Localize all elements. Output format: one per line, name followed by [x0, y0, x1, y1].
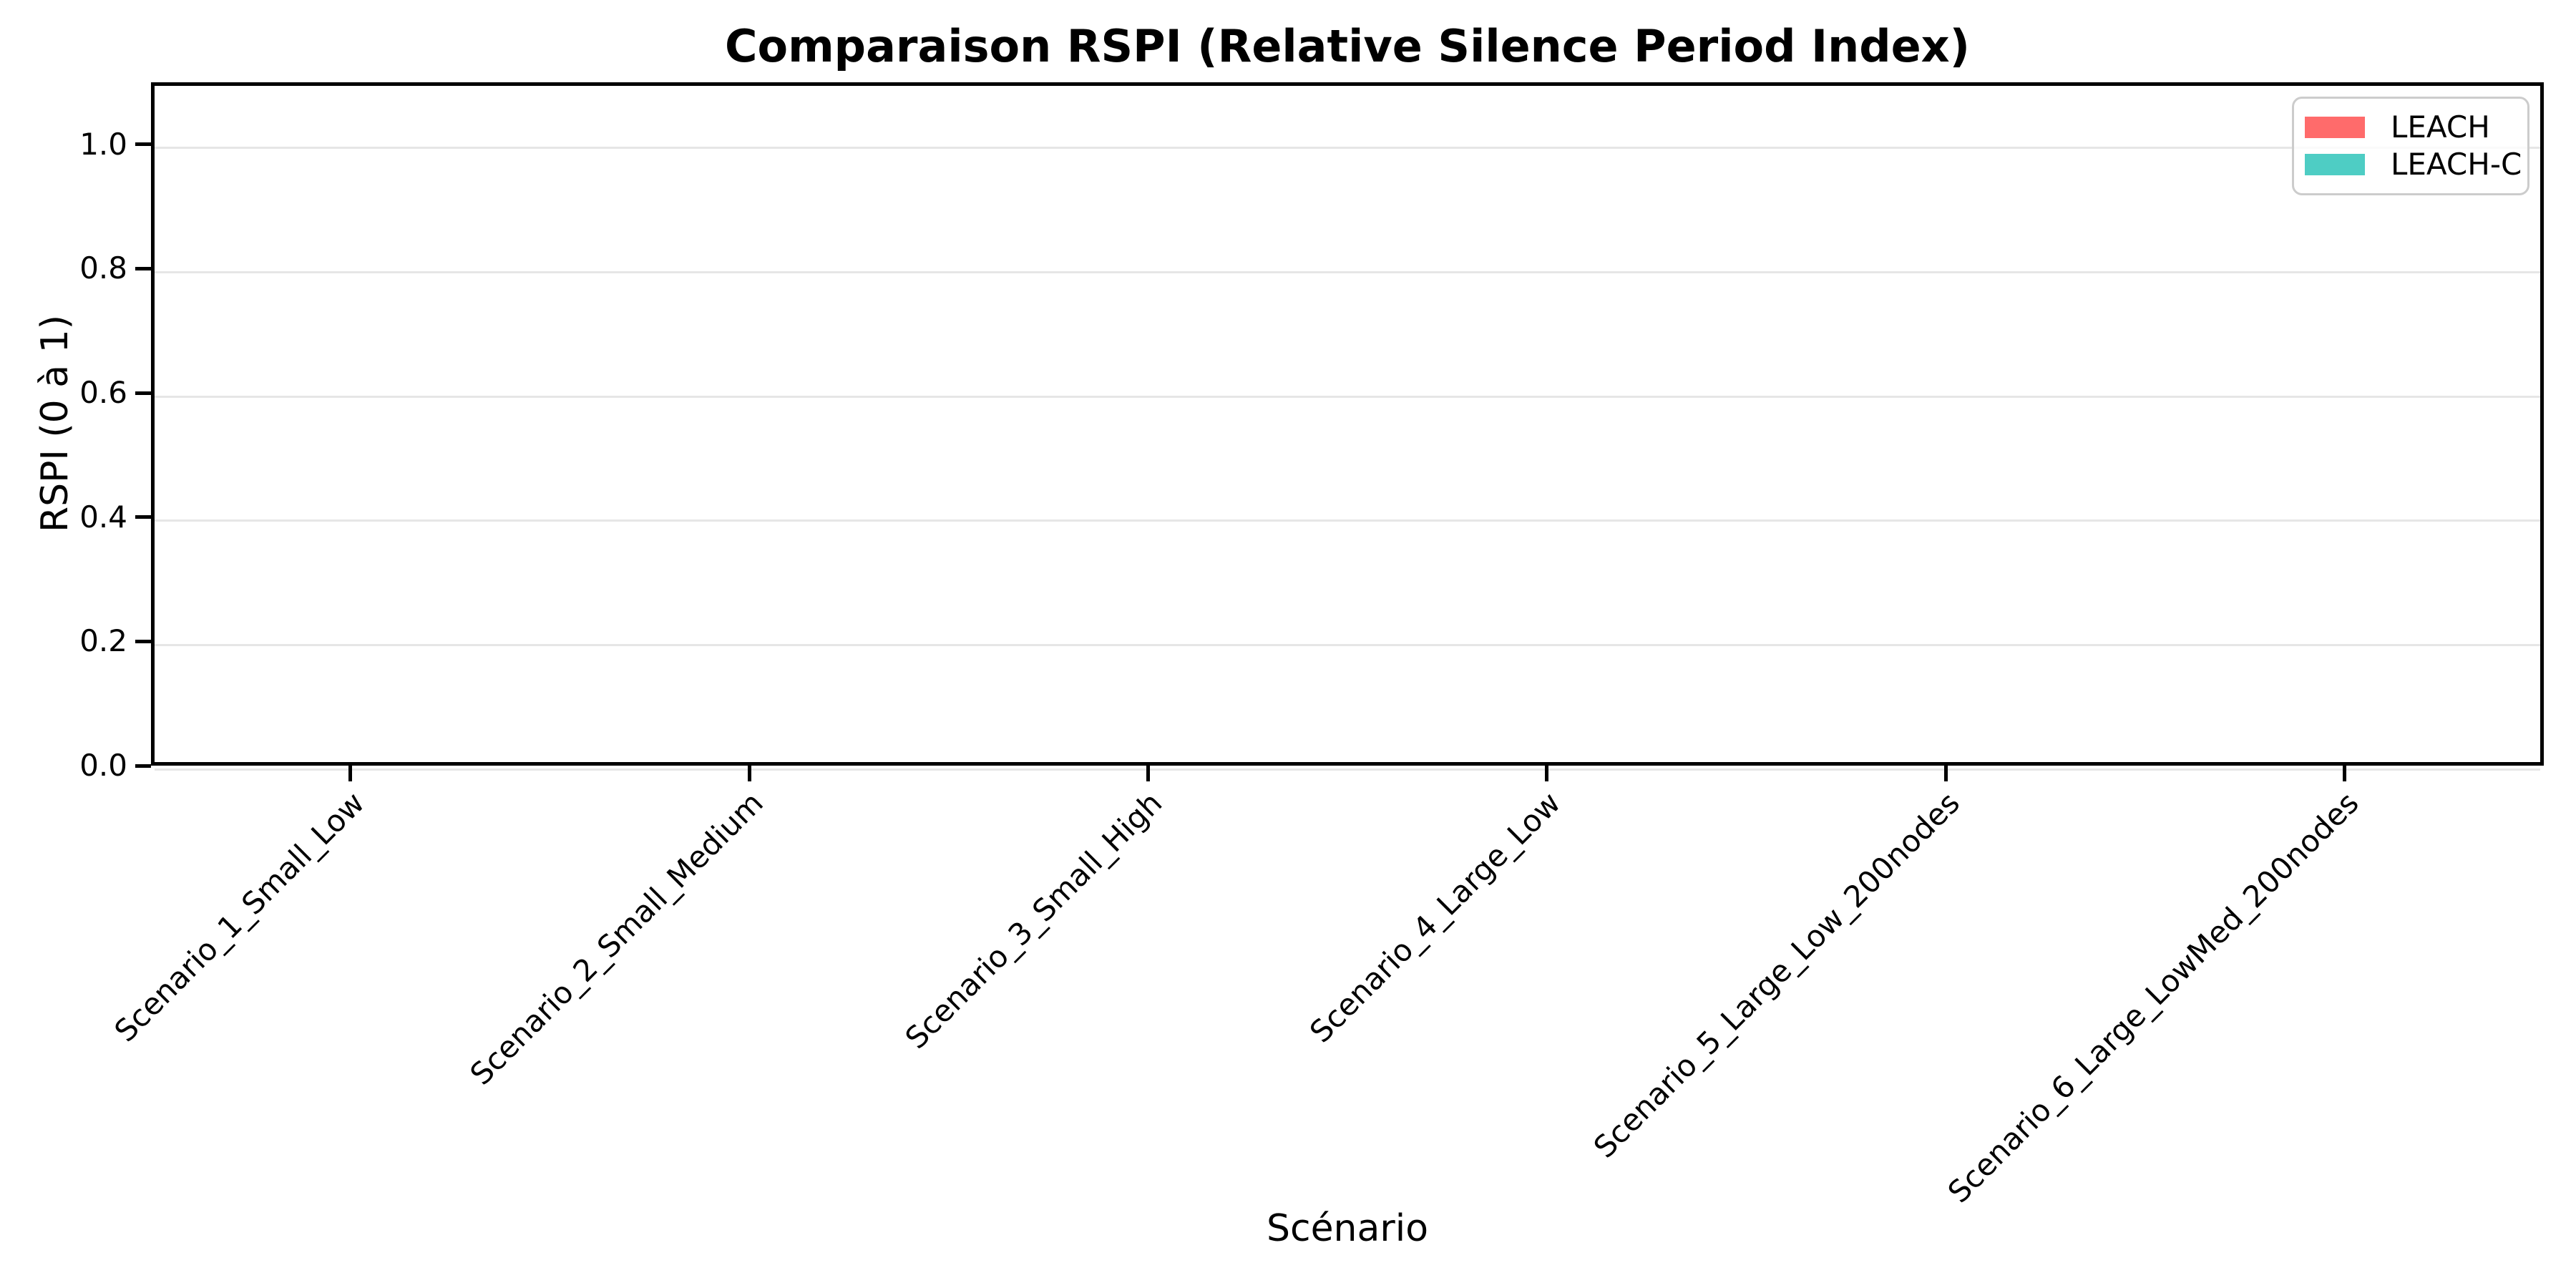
legend: LEACH LEACH-C [2292, 97, 2529, 195]
y-tick-label: 0.8 [79, 250, 127, 286]
gridline [155, 270, 2540, 273]
legend-label: LEACH [2391, 109, 2490, 145]
y-tick-mark [135, 515, 151, 519]
x-tick-mark [1545, 766, 1549, 781]
x-tick-mark [2342, 766, 2346, 781]
chart-title: Comparaison RSPI (Relative Silence Perio… [724, 20, 1971, 72]
x-tick-label: Scenario_5_Large_Low_200nodes [1586, 785, 1966, 1165]
x-tick-label: Scenario_2_Small_Medium [463, 785, 770, 1092]
legend-label: LEACH-C [2391, 147, 2522, 182]
x-tick-mark [1146, 766, 1150, 781]
legend-swatch-icon [2305, 154, 2365, 175]
y-tick-label: 0.2 [79, 623, 127, 659]
legend-swatch-icon [2305, 117, 2365, 138]
y-tick-label: 0.4 [79, 499, 127, 535]
y-tick-mark [135, 266, 151, 270]
gridline [155, 519, 2540, 522]
legend-item-leach: LEACH [2305, 109, 2527, 146]
x-tick-mark [348, 766, 353, 781]
y-tick-mark [135, 142, 151, 147]
legend-rows: LEACH LEACH-C [2305, 109, 2527, 183]
x-tick-mark [747, 766, 751, 781]
x-axis-label: Scénario [1266, 1207, 1429, 1250]
gridline [155, 147, 2540, 150]
x-tick-label: Scenario_3_Small_High [898, 785, 1169, 1056]
y-tick-label: 1.0 [79, 126, 127, 162]
x-tick-mark [1943, 766, 1948, 781]
x-tick-label: Scenario_1_Small_Low [107, 785, 371, 1049]
legend-item-leach-c: LEACH-C [2305, 146, 2527, 183]
y-tick-mark [135, 639, 151, 643]
plot-area [151, 82, 2544, 771]
x-tick-label: Scenario_6_Large_LowMed_200nodes [1941, 785, 2366, 1210]
x-tick-label: Scenario_4_Large_Low [1303, 785, 1568, 1050]
gridline [155, 643, 2540, 646]
y-tick-mark [135, 391, 151, 395]
y-tick-label: 0.6 [79, 375, 127, 411]
gridline [155, 395, 2540, 398]
y-tick-label: 0.0 [79, 748, 127, 783]
gridline [155, 768, 2540, 771]
y-tick-mark [135, 763, 151, 768]
